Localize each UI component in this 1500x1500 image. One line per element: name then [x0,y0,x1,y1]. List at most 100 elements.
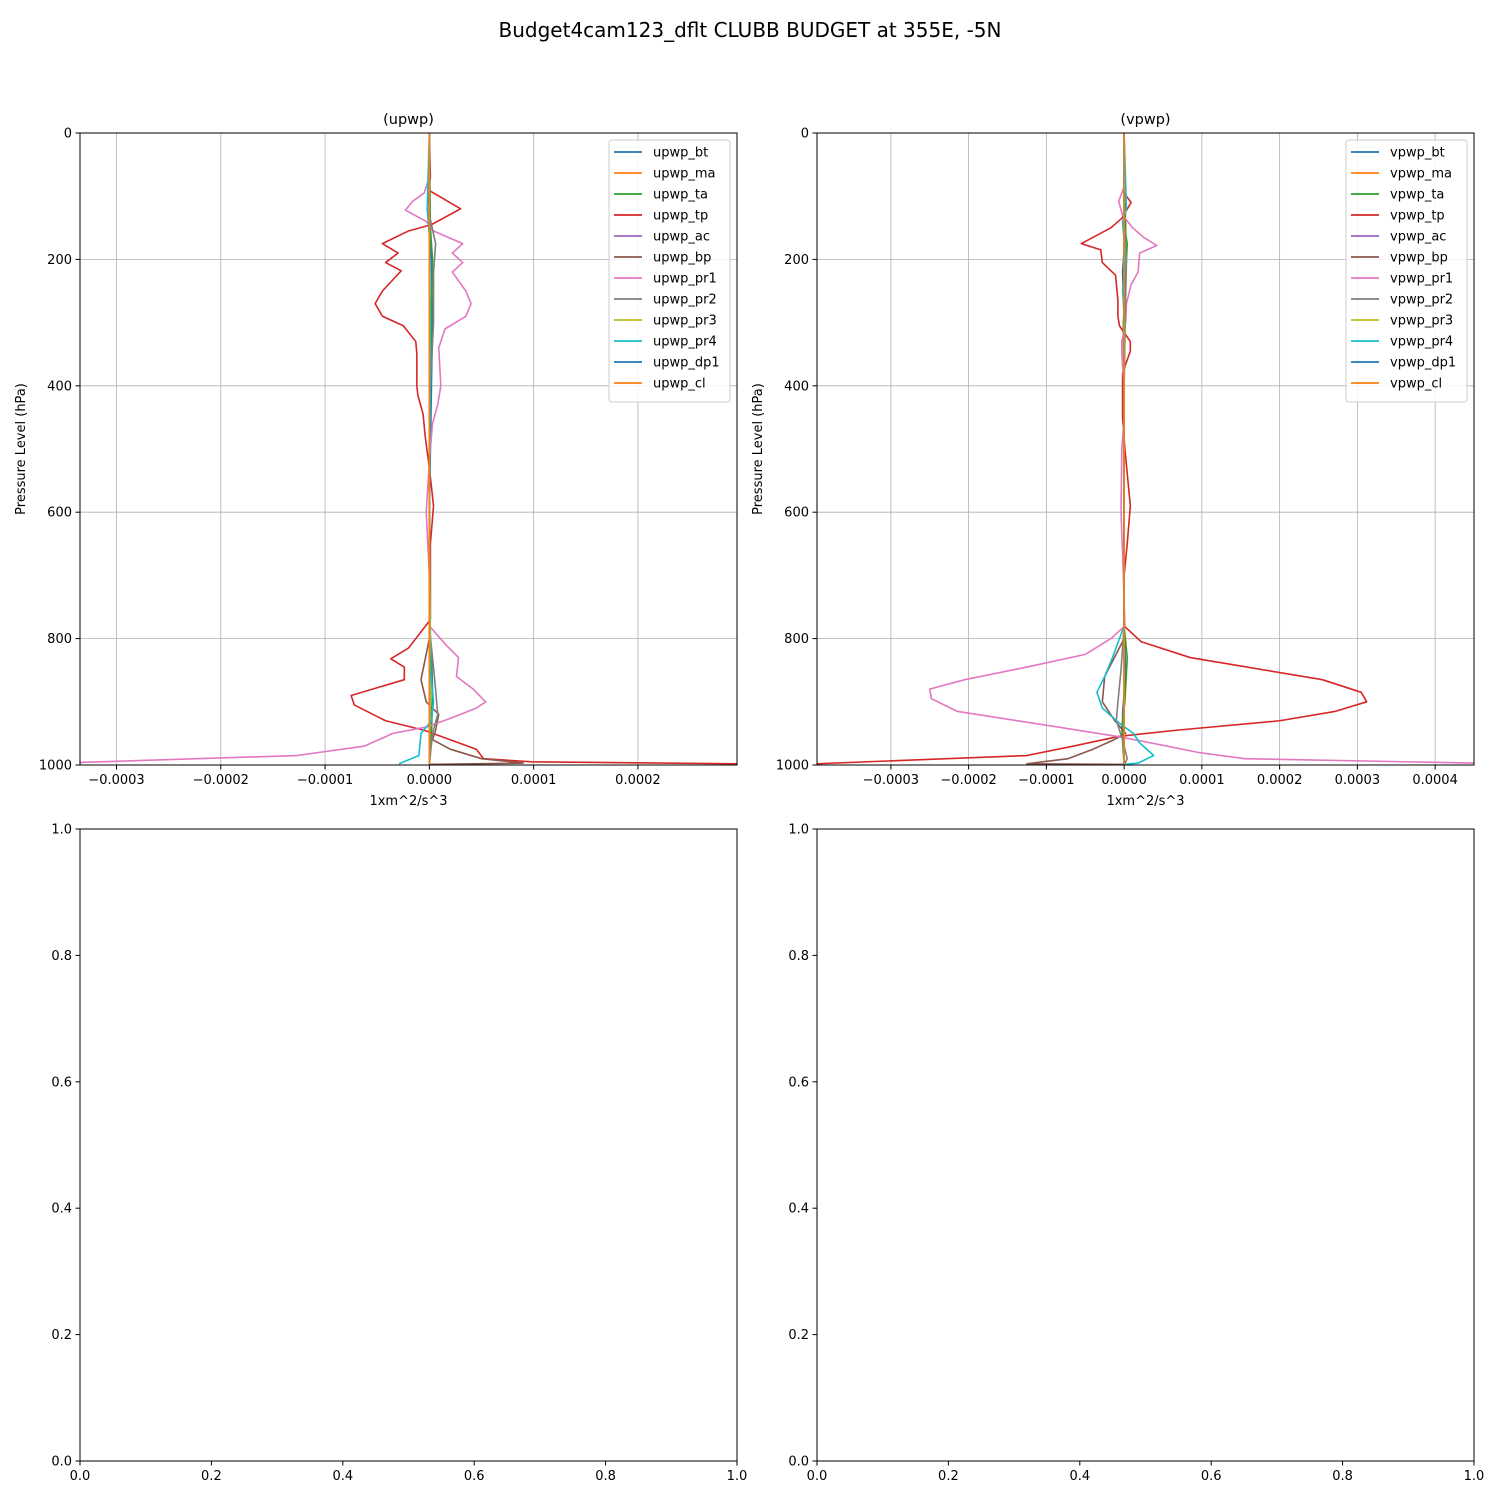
legend-label-upwp_cl: upwp_cl [653,377,706,392]
y-tick-label: 0.6 [51,1075,72,1090]
y-tick-label: 0 [64,127,72,142]
legend-label-vpwp_bt: vpwp_bt [1390,146,1445,161]
x-tick-label: 0.4 [332,1469,353,1484]
panel-upwp: −0.0003 −0.0002 −0.0001 0.0000 0.0001 0.0002 0… [14,112,738,809]
y-tick-label: 600 [47,506,72,521]
legend-label-vpwp_tp: vpwp_tp [1390,209,1445,224]
legend-label-vpwp_dp1: vpwp_dp1 [1390,356,1456,371]
x-axis-label: 1xm^2/s^3 [1106,794,1184,809]
legend-label-vpwp_pr4: vpwp_pr4 [1390,335,1453,350]
y-tick-label: 0.8 [788,949,809,964]
x-tick-label: 0.2 [201,1469,222,1484]
x-tick-label: 0.4 [1069,1469,1090,1484]
series-line-vpwp_pr1 [928,133,1474,764]
x-tick-label: 0.0004 [1412,773,1458,788]
x-tick-label: −0.0001 [1018,773,1074,788]
series-group [80,133,737,765]
y-tick-label: 0.6 [788,1075,809,1090]
y-tick-label: 0.2 [788,1328,809,1343]
legend-label-upwp_pr4: upwp_pr4 [653,335,717,350]
legend-label-upwp_pr3: upwp_pr3 [653,314,717,329]
panel-empty-left: 0.0 0.2 0.4 0.6 0.8 1.0 0.0 0.2 0.4 0.6 0.8 1.0 [51,823,747,1485]
y-tick-label: 0.0 [788,1455,809,1470]
x-tick-label: 0.0001 [511,773,557,788]
panel-empty-right: 0.0 0.2 0.4 0.6 0.8 1.0 0.0 0.2 0.4 0.6 0.8 1.0 [788,823,1484,1485]
x-tick-label: −0.0002 [940,773,996,788]
y-tick-label: 1000 [776,759,809,774]
x-tick-label: 0.0000 [1101,773,1147,788]
x-tick-label: 0.0002 [1257,773,1303,788]
axes-title: (vpwp) [1120,112,1170,128]
axes-frame [816,828,1475,1462]
y-tick-label: 400 [47,379,72,394]
y-axis-label: Pressure Level (hPa) [14,383,29,515]
legend-label-upwp_tp: upwp_tp [653,209,708,224]
y-tick-label: 0.4 [788,1202,809,1217]
legend-label-vpwp_cl: vpwp_cl [1390,377,1442,392]
y-axis-label: Pressure Level (hPa) [751,383,766,515]
axes-title: (upwp) [383,112,434,128]
x-tick-label: 0.0000 [407,773,453,788]
x-tick-label: 0.6 [464,1469,485,1484]
y-tick-label: 800 [47,632,72,647]
x-tick-label: 1.0 [727,1469,748,1484]
x-tick-label: −0.0002 [193,773,249,788]
axes-frame [79,828,738,1462]
y-tick-label: 800 [784,632,809,647]
x-tick-label: 1.0 [1464,1469,1485,1484]
legend-label-upwp_bt: upwp_bt [653,146,708,161]
x-tick-label: 0.0 [70,1469,91,1484]
axes-frame [79,132,738,766]
x-tick-label: 0.8 [1332,1469,1353,1484]
y-tick-label: 0.8 [51,949,72,964]
legend-label-upwp_ma: upwp_ma [653,167,716,182]
y-tick-label: 0.4 [51,1202,72,1217]
subplot-grid: −0.0003 −0.0002 −0.0001 0.0000 0.0001 0.00020… [14,112,1484,1484]
panel-vpwp: −0.0003 −0.0002 −0.0001 0.0000 0.0001 0.0002 0… [751,112,1475,809]
legend-label-vpwp_pr1: vpwp_pr1 [1390,272,1453,287]
legend-label-upwp_pr1: upwp_pr1 [653,272,717,287]
y-tick-label: 1000 [39,759,72,774]
y-tick-label: 200 [47,253,72,268]
legend-label-vpwp_pr2: vpwp_pr2 [1390,293,1453,308]
y-tick-label: 0.2 [51,1328,72,1343]
legend-box [1345,139,1468,403]
x-tick-label: −0.0001 [297,773,353,788]
legend-label-upwp_pr2: upwp_pr2 [653,293,717,308]
y-tick-label: 400 [784,379,809,394]
legend-label-vpwp_ta: vpwp_ta [1390,188,1444,203]
legend-label-upwp_ta: upwp_ta [653,188,708,203]
legend: vpwp_bt vpwp_ma vpwp_ta vpwp_tp vpwp_ac vpwp_… [1345,139,1468,403]
legend-label-vpwp_ac: vpwp_ac [1390,230,1446,245]
x-tick-label: 0.0002 [615,773,661,788]
legend-label-upwp_dp1: upwp_dp1 [653,356,720,371]
legend: upwp_bt upwp_ma upwp_ta upwp_tp upwp_ac upwp_… [608,139,731,403]
x-tick-label: 0.0001 [1179,773,1225,788]
y-tick-label: 200 [784,253,809,268]
legend-box [608,139,731,403]
y-tick-label: 1.0 [51,823,72,838]
axes-frame [816,132,1475,766]
series-line-upwp_pr1 [80,133,487,764]
figure-suptitle: Budget4cam123_dflt CLUBB BUDGET at 355E,… [499,18,1002,42]
x-tick-label: 0.6 [1201,1469,1222,1484]
x-tick-label: −0.0003 [88,773,144,788]
x-tick-label: 0.2 [938,1469,959,1484]
y-tick-label: 0 [801,127,809,142]
series-group [817,133,1474,765]
x-tick-label: 0.8 [595,1469,616,1484]
x-axis-label: 1xm^2/s^3 [369,794,447,809]
x-tick-label: 0.0003 [1335,773,1381,788]
y-tick-label: 1.0 [788,823,809,838]
series-line-upwp_tp [350,133,737,765]
x-tick-label: −0.0003 [863,773,919,788]
y-tick-label: 600 [784,506,809,521]
legend-label-vpwp_pr3: vpwp_pr3 [1390,314,1453,329]
legend-label-upwp_bp: upwp_bp [653,251,711,266]
series-line-vpwp_pr4 [1096,133,1155,765]
y-tick-label: 0.0 [51,1455,72,1470]
legend-label-vpwp_bp: vpwp_bp [1390,251,1448,266]
x-tick-label: 0.0 [807,1469,828,1484]
